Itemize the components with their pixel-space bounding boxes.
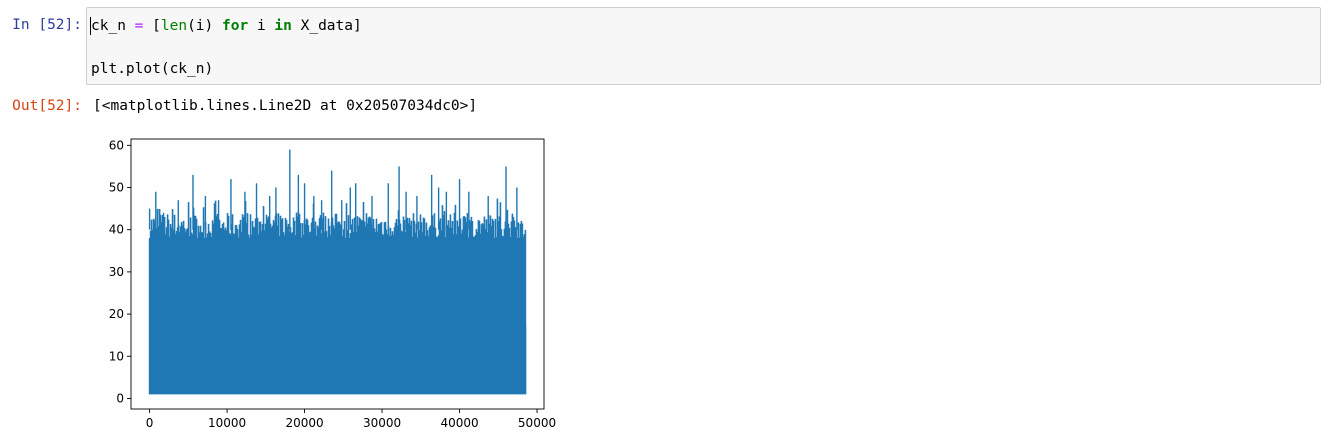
line-chart: 0 10000 20000 30000 40000 50000 0 10 20 30 40 50 60 bbox=[109, 138, 556, 430]
x-tick-label: 50000 bbox=[518, 416, 556, 430]
series-band bbox=[149, 238, 526, 395]
x-tick-label: 0 bbox=[146, 416, 154, 430]
x-tick-label: 40000 bbox=[440, 416, 478, 430]
x-tick-label: 30000 bbox=[363, 416, 401, 430]
series-layer bbox=[148, 149, 527, 395]
y-tick-label: 10 bbox=[109, 349, 124, 363]
x-tick-label: 20000 bbox=[285, 416, 323, 430]
code-arg: (i) bbox=[187, 18, 214, 34]
code-line-1: ck_n = [len(i) for i in X_data] bbox=[91, 16, 362, 36]
code-cell-input[interactable]: ck_n = [len(i) for i in X_data] plt.plot… bbox=[86, 7, 1321, 85]
input-prompt: In [52]: bbox=[12, 17, 82, 33]
plot-output: 0 10000 20000 30000 40000 50000 0 10 20 30 40 50 60 bbox=[90, 130, 570, 440]
axes-frame bbox=[130, 138, 545, 410]
code-var: ck_n bbox=[91, 18, 126, 34]
code-builtin: len bbox=[160, 18, 188, 34]
y-tick-label: 20 bbox=[109, 307, 124, 321]
y-tick-label: 40 bbox=[109, 223, 124, 237]
x-axis: 0 10000 20000 30000 40000 50000 bbox=[146, 409, 556, 430]
code-keyword-in: in bbox=[274, 18, 292, 34]
code-operator: = bbox=[134, 18, 144, 34]
code-iterable: X_data] bbox=[300, 18, 362, 34]
y-tick-label: 60 bbox=[109, 138, 124, 152]
output-text: [<matplotlib.lines.Line2D at 0x20507034d… bbox=[93, 98, 478, 114]
code-keyword-for: for bbox=[222, 18, 249, 34]
y-axis: 0 10 20 30 40 50 60 bbox=[109, 138, 131, 405]
y-tick-label: 30 bbox=[109, 265, 124, 279]
y-tick-label: 50 bbox=[109, 181, 124, 195]
code-bracket: [ bbox=[152, 18, 161, 34]
code-line-2: plt.plot(ck_n) bbox=[91, 61, 214, 77]
text-cursor bbox=[90, 17, 91, 35]
output-prompt: Out[52]: bbox=[12, 98, 82, 114]
x-tick-label: 10000 bbox=[208, 416, 246, 430]
y-tick-label: 0 bbox=[116, 391, 124, 405]
code-loop-var: i bbox=[256, 18, 266, 34]
